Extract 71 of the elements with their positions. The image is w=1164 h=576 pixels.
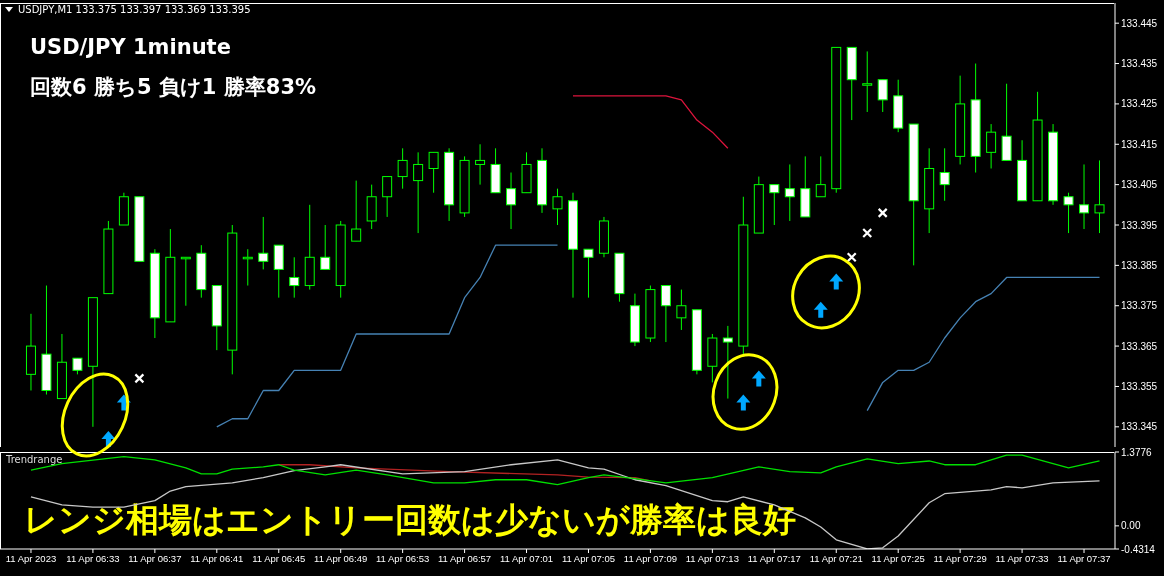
x-tick-label: 11 Apr 07:33 <box>995 552 1049 564</box>
candlestick <box>676 289 687 331</box>
x-tick-label: 11 Apr 06:37 <box>128 552 182 564</box>
candlestick <box>815 155 826 198</box>
candlestick <box>722 325 733 400</box>
point <box>134 373 145 384</box>
candlestick <box>351 180 362 242</box>
candlestick <box>320 224 331 270</box>
y-tick-label: 133.385 <box>1121 259 1158 271</box>
y-tick-label: 133.365 <box>1121 340 1158 352</box>
candlestick <box>862 50 873 113</box>
candlestick <box>397 147 408 190</box>
candlestick <box>769 184 780 226</box>
candlestick <box>428 151 439 194</box>
candlestick <box>475 143 486 186</box>
point <box>736 394 751 411</box>
candlestick <box>552 188 563 226</box>
x-tick-label: 11 Apr 07:05 <box>561 552 616 564</box>
y-tick-label: 133.355 <box>1121 381 1158 392</box>
candlestick <box>382 176 393 218</box>
candlestick <box>289 256 300 299</box>
point <box>877 207 888 218</box>
x-tick-label: 11 Apr 07:37 <box>1057 552 1111 564</box>
x-tick-label: 11 Apr 06:41 <box>190 552 244 564</box>
x-tick-label: 11 Apr 07:13 <box>685 552 739 564</box>
x-tick-label: 11 Apr 2023 <box>5 552 57 564</box>
candlestick <box>506 172 517 230</box>
line-series <box>572 95 729 149</box>
annotation: USDJPY,M1 133.375 133.397 133.369 133.395 <box>18 4 251 15</box>
x-tick-label: 11 Apr 07:25 <box>871 552 925 564</box>
y-tick-label: 133.345 <box>1121 421 1158 433</box>
point <box>846 252 857 263</box>
candlestick <box>1063 192 1074 234</box>
x-tick-label: 11 Apr 07:17 <box>747 552 801 564</box>
y-tick-label: 133.375 <box>1121 300 1158 312</box>
candlestick <box>939 147 950 202</box>
y-tick-label: -0.4314 <box>1121 543 1156 555</box>
x-tick-label: 11 Apr 06:49 <box>314 552 368 564</box>
annotation: 回数6 勝ち5 負け1 勝率83% <box>30 75 317 100</box>
y-tick-label: 133.445 <box>1121 17 1158 29</box>
candlestick <box>258 216 269 270</box>
point <box>829 273 844 290</box>
candlestick <box>784 163 795 222</box>
y-tick-label: 133.415 <box>1121 138 1158 150</box>
y-tick-label: 133.435 <box>1121 58 1158 70</box>
x-tick-label: 11 Apr 06:33 <box>66 552 120 564</box>
x-tick-label: 11 Apr 06:45 <box>252 552 306 564</box>
point <box>813 301 828 318</box>
y-tick-label: 133.405 <box>1121 179 1158 191</box>
y-tick-label: 133.395 <box>1121 219 1158 231</box>
candlestick <box>877 79 888 113</box>
x-tick-label: 11 Apr 07:01 <box>499 552 554 564</box>
chart-title: Trendrange <box>6 454 63 465</box>
annotation: USD/JPY 1minute <box>30 35 231 60</box>
candlestick <box>986 123 997 169</box>
candlestick <box>1079 163 1090 230</box>
candlestick <box>413 151 424 234</box>
y-tick-label: 1.3776 <box>1121 446 1153 458</box>
x-tick-label: 11 Apr 06:57 <box>437 552 492 564</box>
candlestick <box>660 285 671 343</box>
y-tick-label: 133.425 <box>1121 98 1158 110</box>
annotation: レンジ相場はエントリー回数は少ないが勝率は良好 <box>24 500 796 539</box>
y-tick-label: 0.00 <box>1121 520 1141 532</box>
x-tick-label: 11 Apr 06:53 <box>376 552 430 564</box>
point <box>751 370 766 387</box>
candlestick <box>1094 159 1105 234</box>
candlestick <box>583 248 594 299</box>
point <box>862 227 873 239</box>
x-tick-label: 11 Apr 07:09 <box>623 552 678 564</box>
x-tick-label: 11 Apr 07:21 <box>809 552 863 564</box>
x-tick-label: 11 Apr 07:29 <box>933 552 987 564</box>
